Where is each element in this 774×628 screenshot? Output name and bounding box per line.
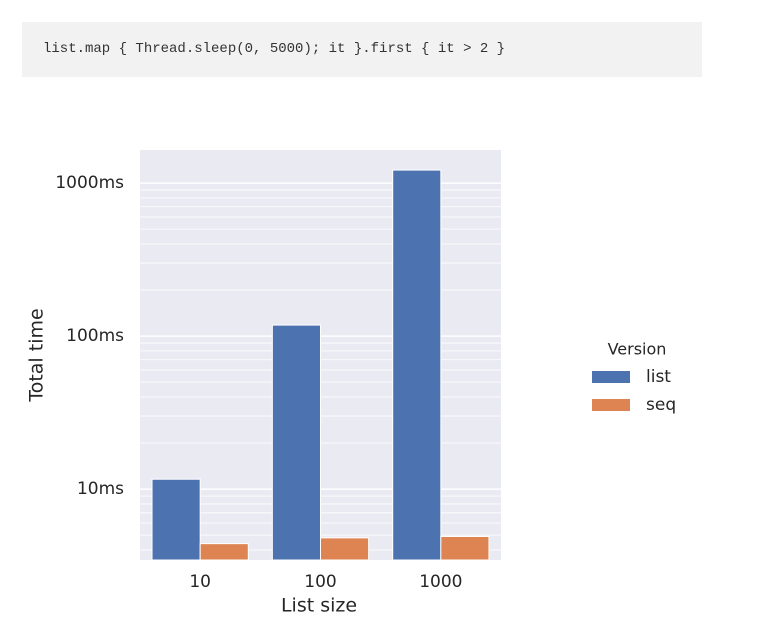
x-tick-label: 1000: [419, 572, 462, 592]
x-tick-label: 100: [304, 572, 336, 592]
bar: [440, 535, 490, 561]
code-block: list.map { Thread.sleep(0, 5000); it }.f…: [22, 22, 702, 77]
chart: List size Total time Version 10ms 100ms 10…: [26, 150, 676, 617]
x-tick-label: 10: [189, 572, 211, 592]
legend-swatch: [592, 371, 630, 383]
legend-label: seq: [646, 395, 676, 415]
bar: [151, 478, 201, 561]
legend-title: Version: [608, 340, 667, 359]
y-tick-label: 10ms: [77, 479, 124, 499]
x-axis-label: List size: [281, 595, 357, 617]
y-tick-label: 1000ms: [55, 173, 124, 193]
legend-swatch: [592, 399, 630, 411]
legend-label: list: [646, 367, 671, 387]
y-tick-label: 100ms: [66, 326, 124, 346]
y-axis-label: Total time: [26, 308, 48, 402]
bar: [271, 324, 322, 561]
bar: [392, 169, 442, 561]
bar: [320, 537, 370, 561]
code-text: list.map { Thread.sleep(0, 5000); it }.f…: [43, 41, 506, 57]
bar: [199, 543, 249, 561]
